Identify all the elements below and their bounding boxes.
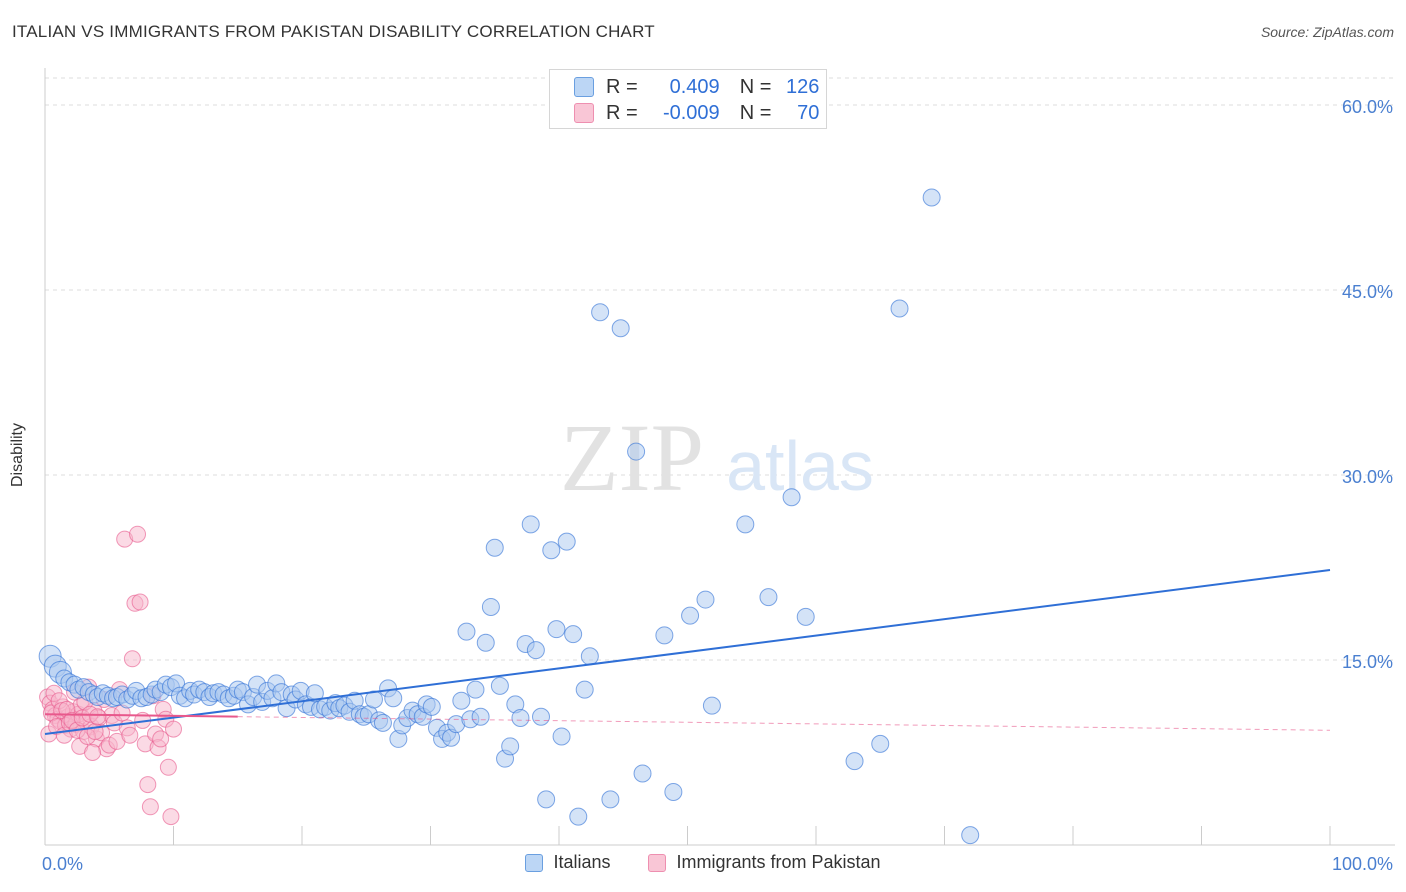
n-value: 126 — [786, 75, 820, 98]
pakistan-point — [89, 708, 107, 726]
pakistan-points-layer — [39, 525, 182, 826]
pakistan-point — [129, 525, 147, 543]
watermark-atlas: atlas — [726, 427, 874, 505]
legend-item-italians[interactable]: Italians — [525, 852, 610, 873]
italian-point — [501, 737, 520, 756]
italian-point — [575, 680, 594, 699]
legend-label-pakistan: Immigrants from Pakistan — [676, 852, 881, 872]
trend-lines-layer — [44, 568, 1331, 735]
pakistan-point — [141, 798, 159, 816]
n-value: 70 — [797, 101, 820, 124]
italian-point — [580, 647, 599, 666]
legend-item-pakistan[interactable]: Immigrants from Pakistan — [648, 852, 881, 873]
italian-point — [552, 727, 571, 746]
r-label: R = — [606, 101, 638, 124]
x-tick-label: 100.0% — [1332, 854, 1393, 874]
italian-point — [542, 541, 561, 560]
italian-point — [364, 690, 383, 709]
italian-point — [532, 707, 551, 726]
y-tick-label: 30.0% — [1342, 467, 1393, 487]
pakistan-point — [162, 808, 180, 826]
pakistan-point — [123, 650, 141, 668]
chart-title: ITALIAN VS IMMIGRANTS FROM PAKISTAN DISA… — [12, 22, 655, 41]
pakistan-trend-line — [44, 713, 238, 718]
italian-point — [681, 606, 700, 625]
italian-point — [591, 303, 610, 322]
italian-point — [664, 782, 683, 801]
pakistan-swatch — [648, 853, 667, 872]
pakistan-point — [139, 776, 157, 794]
source-credit: Source: ZipAtlas.com — [1260, 24, 1394, 40]
pakistan-point — [165, 720, 182, 738]
italians-trend-line — [44, 568, 1331, 735]
italian-point — [521, 515, 540, 534]
pakistan-point — [152, 730, 170, 748]
italian-point — [890, 299, 909, 318]
pakistan-point — [159, 758, 177, 776]
legend-row-italians: R = 0.409 N = 126 — [574, 74, 819, 100]
italian-point — [547, 620, 566, 639]
italian-point — [611, 319, 630, 338]
correlation-legend: R = 0.409 N = 126 R = -0.009 N = 70 — [549, 69, 827, 129]
italian-point — [526, 641, 545, 660]
italian-point — [557, 532, 576, 551]
italian-point — [871, 734, 890, 753]
italian-point — [702, 696, 721, 715]
r-label: R = — [606, 75, 638, 98]
italian-point — [922, 188, 941, 207]
italian-point — [633, 764, 652, 783]
y-tick-label: 45.0% — [1342, 282, 1393, 302]
italian-point — [845, 752, 864, 771]
x-tick-label: 0.0% — [42, 854, 83, 874]
grid-layer — [45, 77, 1395, 661]
italian-point — [782, 488, 801, 507]
n-label: N = — [739, 101, 772, 124]
italian-point — [466, 680, 485, 699]
r-value: -0.009 — [662, 101, 720, 124]
y-tick-label: 60.0% — [1342, 97, 1393, 117]
legend-label-italians: Italians — [553, 852, 611, 872]
italian-point — [373, 713, 392, 732]
italian-point — [569, 807, 588, 826]
italians-swatch — [574, 77, 594, 97]
italian-point — [961, 826, 980, 845]
italian-point — [564, 625, 583, 644]
italians-swatch — [525, 853, 544, 872]
watermark: ZIP atlas — [560, 404, 874, 511]
italian-point — [490, 676, 509, 695]
italian-point — [759, 588, 778, 607]
italian-point — [696, 590, 715, 609]
italian-point — [384, 689, 403, 708]
italian-point — [537, 790, 556, 809]
italian-point — [457, 622, 476, 641]
italian-point — [485, 538, 504, 557]
pakistan-point — [131, 593, 149, 611]
italian-point — [796, 607, 815, 626]
legend-row-pakistan: R = -0.009 N = 70 — [574, 100, 819, 126]
italian-point — [471, 707, 490, 726]
n-label: N = — [739, 75, 772, 98]
italian-points-layer — [38, 188, 980, 845]
y-tick-label: 15.0% — [1342, 652, 1393, 672]
pakistan-point — [121, 726, 139, 744]
italian-point — [511, 708, 530, 727]
italian-point — [481, 597, 500, 616]
series-legend: Italians Immigrants from Pakistan — [0, 852, 1406, 873]
italian-point — [305, 684, 324, 703]
italian-point — [601, 790, 620, 809]
pakistan-trend-extension — [237, 716, 1331, 731]
italian-point — [655, 626, 674, 645]
italian-point — [736, 515, 755, 534]
tick-labels-layer: 15.0% 30.0% 45.0% 60.0% 0.0% 100.0% — [42, 97, 1393, 874]
r-value: 0.409 — [669, 75, 720, 98]
italian-point — [476, 633, 495, 652]
pakistan-swatch — [574, 103, 594, 123]
italian-point — [452, 691, 471, 710]
italian-point — [627, 442, 646, 461]
italian-point — [422, 697, 441, 716]
pakistan-point — [84, 744, 102, 761]
